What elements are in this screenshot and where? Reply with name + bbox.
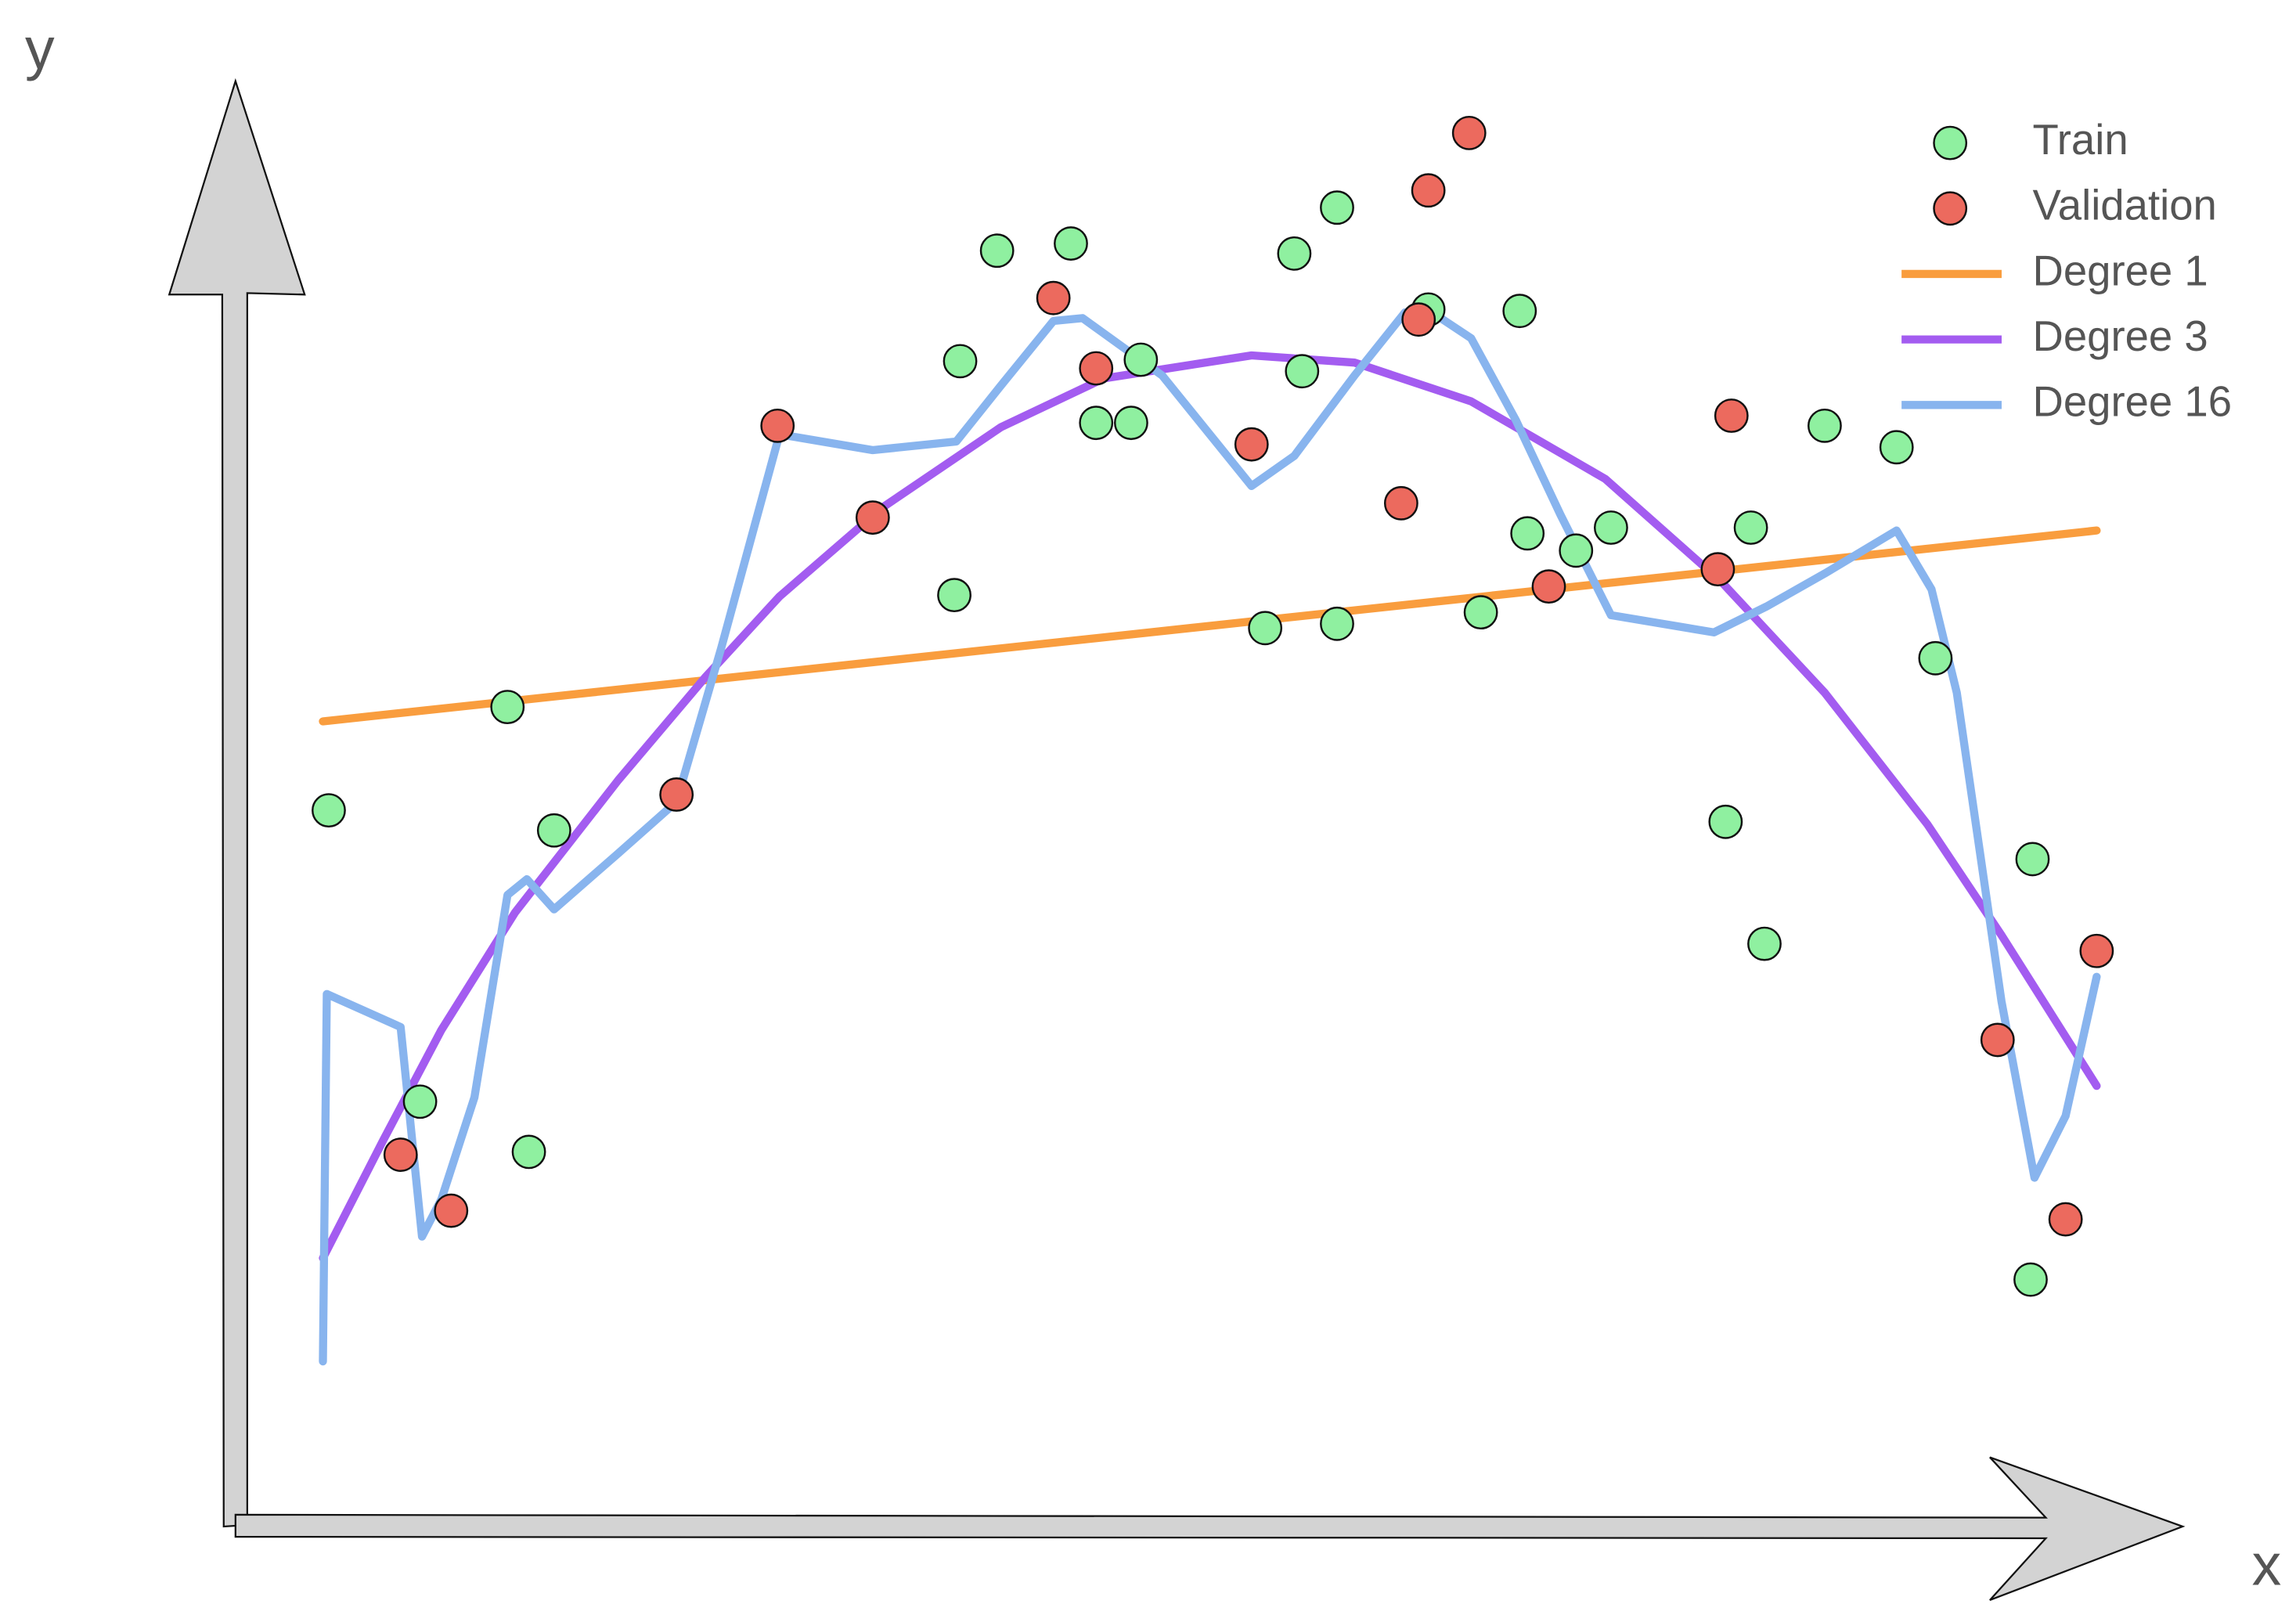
scatter-point [1383,485,1418,521]
scatter-point [1594,510,1628,545]
plot-area [312,115,2114,1366]
scatter-point [1808,408,1842,443]
scatter-point [1747,926,1782,961]
x-axis-arrow [234,1456,2186,1602]
scatter-point [1714,398,1749,433]
scatter-point [1320,606,1354,641]
line-series [319,308,2101,1366]
legend-label: Degree 1 [2032,247,2208,294]
legend-label: Degree 3 [2032,312,2208,360]
scatter-point [1980,1022,2015,1058]
scatter-point [1123,342,1159,377]
scatter-point [402,1084,438,1119]
legend-marker [1933,191,1968,226]
scatter-point [2048,1202,2083,1237]
legend-marker [1933,125,1968,160]
scatter-point [1451,115,1487,150]
scatter-point [1079,406,1114,441]
line-series [319,526,2101,726]
scatter-point [1531,569,1566,604]
scatter-point [979,233,1015,269]
scatter-point [1463,595,1498,630]
scatter-point [1234,427,1269,462]
scatter-point [1708,804,1743,839]
scatter-point [1285,354,1320,389]
scatter-point [1510,516,1545,551]
scatter-point [490,690,525,725]
scatter-point [1277,236,1312,271]
scatter-point [1401,302,1436,337]
x-axis-label: x [2252,1531,2282,1597]
scatter-point [943,344,978,379]
scatter-point [312,793,346,828]
scatter-point [855,500,890,535]
scatter-point [1054,226,1088,261]
scatter-point [1559,533,1594,568]
scatter-point [1502,294,1537,329]
scatter-point [937,578,971,613]
axes [168,78,2186,1602]
legend-label: Train [2032,116,2128,164]
line-series [319,351,2101,1263]
scatter-point [1733,510,1768,545]
scatter-point [383,1137,418,1172]
scatter-point [1248,611,1283,646]
scatter-point [1320,190,1354,225]
scatter-point [1700,552,1736,587]
scatter-point [1411,173,1446,208]
scatter-point [1879,430,1914,465]
scatter-point [434,1193,469,1228]
y-axis-arrow [168,78,306,1528]
scatter-point [1918,640,1953,676]
legend: Train Validation Degree 1 Degree 3 Degree 16 [1901,116,2232,426]
y-axis-label: y [25,16,55,81]
legend-label: Degree 16 [2032,378,2232,426]
scatter-point [2013,1262,2048,1297]
scatter-point [511,1134,546,1170]
scatter-point [2015,842,2050,877]
scatter-point [1036,280,1071,315]
scatter-point [1114,406,1148,441]
scatter-point [1079,351,1114,386]
scatter-point [659,777,694,812]
scatter-point [536,813,571,848]
scatter-point [2079,933,2114,968]
scatter-point [760,408,795,443]
legend-label: Validation [2032,182,2216,229]
